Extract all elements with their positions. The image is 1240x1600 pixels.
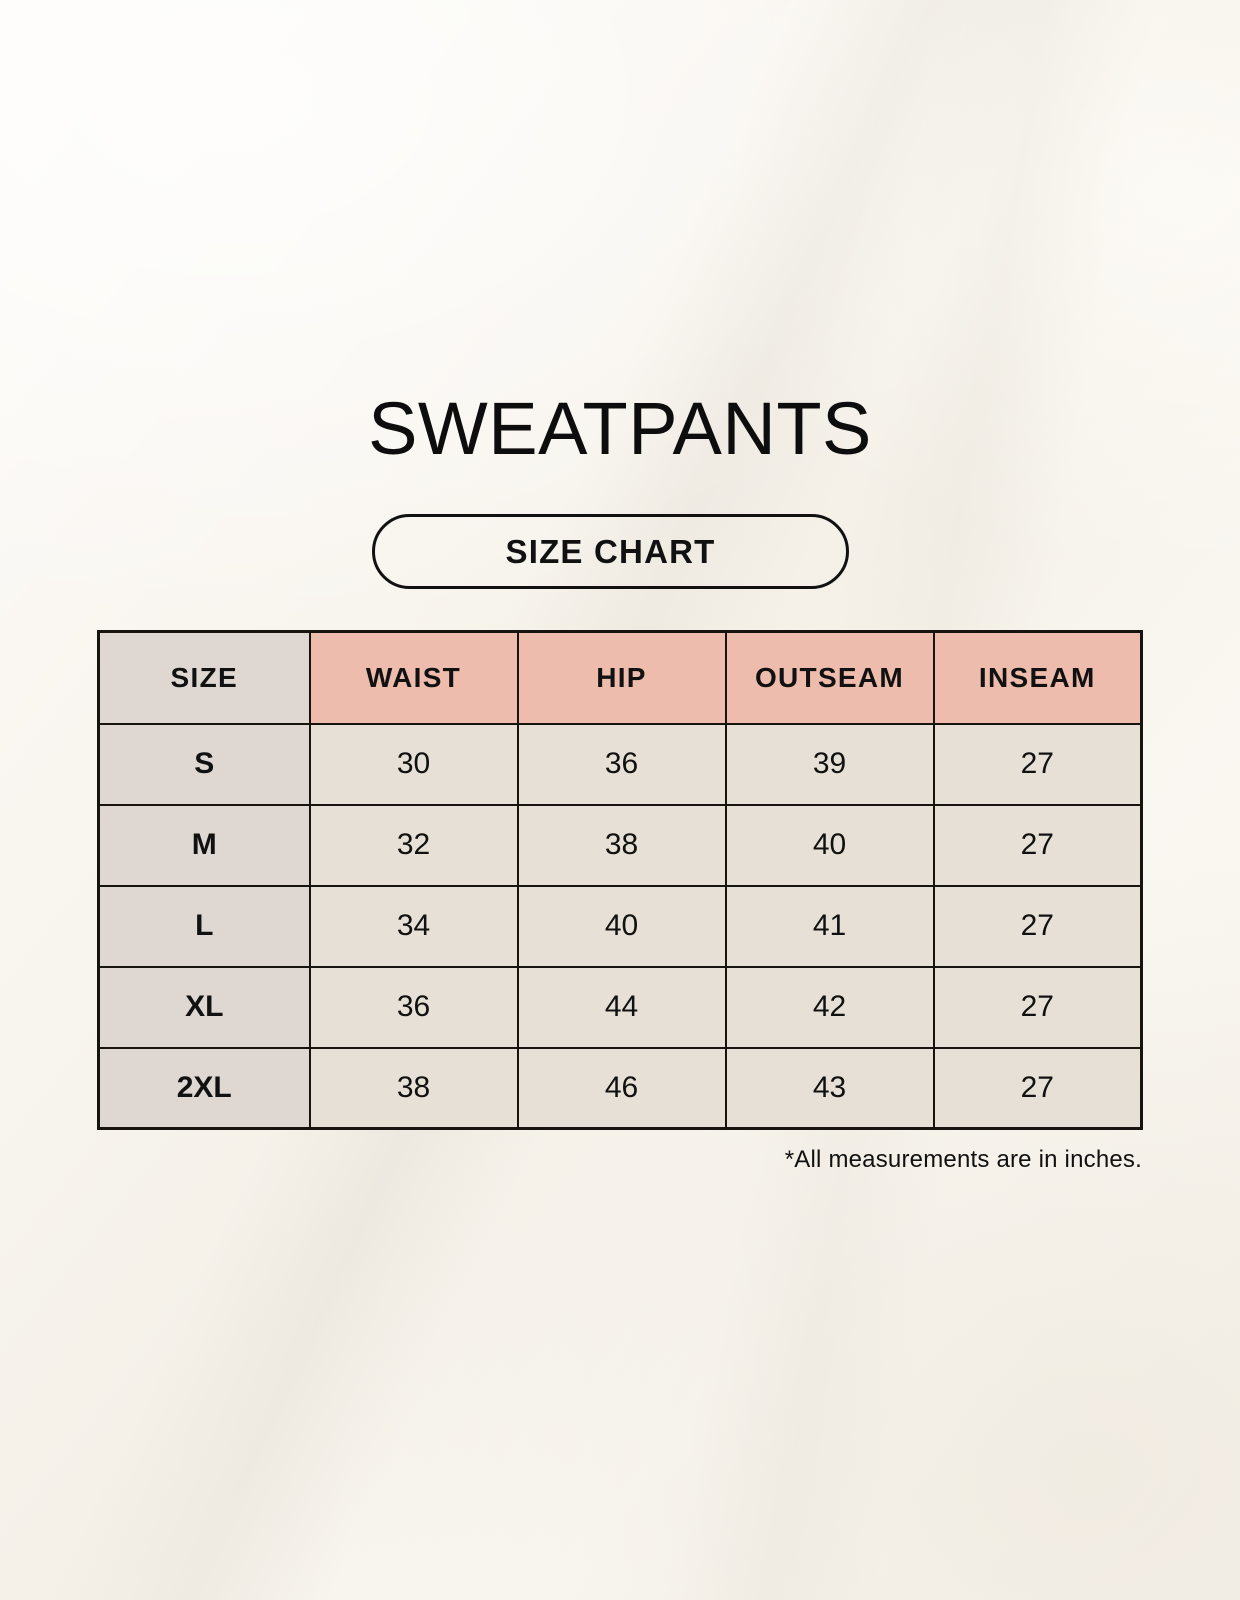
- column-header-inseam: INSEAM: [932, 630, 1143, 725]
- size-table-body: S 30 36 39 27 M 32 38 40 27 L 34 40: [97, 722, 1143, 1130]
- size-table-container: SIZE WAIST HIP OUTSEAM INSEAM S 30 36 39…: [97, 630, 1143, 1130]
- page-title: SWEATPANTS: [368, 387, 872, 470]
- cell-outseam: 41: [724, 884, 935, 968]
- cell-hip: 46: [516, 1046, 727, 1130]
- cell-hip: 38: [516, 803, 727, 887]
- table-row: 2XL 38 46 43 27: [97, 1046, 1143, 1130]
- size-chart-badge: SIZE CHART: [372, 514, 849, 589]
- cell-inseam: 27: [932, 1046, 1143, 1130]
- table-header-row: SIZE WAIST HIP OUTSEAM INSEAM: [97, 630, 1143, 725]
- table-row: S 30 36 39 27: [97, 722, 1143, 806]
- table-row: M 32 38 40 27: [97, 803, 1143, 887]
- cell-size: M: [97, 803, 311, 887]
- cell-hip: 44: [516, 965, 727, 1049]
- measurement-unit-note: *All measurements are in inches.: [784, 1146, 1142, 1173]
- cell-size: 2XL: [97, 1046, 311, 1130]
- cell-size: S: [97, 722, 311, 806]
- cell-size: XL: [97, 965, 311, 1049]
- cell-outseam: 43: [724, 1046, 935, 1130]
- cell-size: L: [97, 884, 311, 968]
- cell-outseam: 40: [724, 803, 935, 887]
- cell-inseam: 27: [932, 965, 1143, 1049]
- cell-outseam: 42: [724, 965, 935, 1049]
- table-row: XL 36 44 42 27: [97, 965, 1143, 1049]
- size-table-head: SIZE WAIST HIP OUTSEAM INSEAM: [97, 630, 1143, 725]
- cell-outseam: 39: [724, 722, 935, 806]
- cell-waist: 32: [308, 803, 519, 887]
- column-header-size: SIZE: [97, 630, 311, 725]
- cell-inseam: 27: [932, 884, 1143, 968]
- cell-waist: 30: [308, 722, 519, 806]
- size-chart-badge-label: SIZE CHART: [505, 532, 716, 570]
- size-table: SIZE WAIST HIP OUTSEAM INSEAM S 30 36 39…: [97, 630, 1143, 1130]
- column-header-hip: HIP: [516, 630, 727, 725]
- cell-inseam: 27: [932, 803, 1143, 887]
- cell-waist: 34: [308, 884, 519, 968]
- cell-inseam: 27: [932, 722, 1143, 806]
- cell-hip: 40: [516, 884, 727, 968]
- table-row: L 34 40 41 27: [97, 884, 1143, 968]
- column-header-waist: WAIST: [308, 630, 519, 725]
- cell-waist: 36: [308, 965, 519, 1049]
- cell-waist: 38: [308, 1046, 519, 1130]
- cell-hip: 36: [516, 722, 727, 806]
- column-header-outseam: OUTSEAM: [724, 630, 935, 725]
